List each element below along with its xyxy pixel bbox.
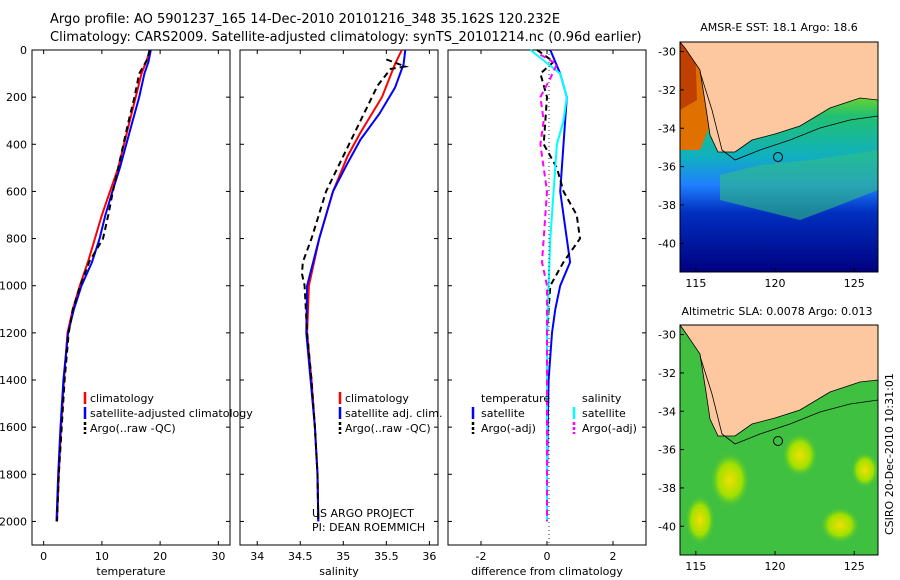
legend-label-satellite: satellite-adjusted climatology (90, 407, 253, 420)
map-y-tick-label: -40 (658, 237, 676, 250)
map-y-tick-label: -38 (658, 482, 676, 495)
y-tick-label: 1400 (0, 374, 27, 387)
sla-map-image (680, 325, 878, 555)
map-x-tick-label: 125 (844, 560, 865, 573)
map-y-tick-label: -34 (658, 405, 676, 418)
x-tick-label: 35.5 (374, 550, 399, 563)
y-tick-label: 1600 (0, 421, 27, 434)
temperature-panel-frame (31, 49, 231, 546)
map-y-tick-label: -36 (658, 161, 676, 174)
map-y-tick-label: -40 (658, 520, 676, 533)
legend-title-salinity: salinity (582, 392, 622, 405)
map-y-tick-label: -32 (658, 367, 676, 380)
legend-label-satellite: satellite adj. clim. (345, 407, 442, 420)
y-tick-label: 1000 (0, 280, 27, 293)
series-line-argo-raw-qc- (56, 49, 151, 522)
sla-map-title: Altimetric SLA: 0.0078 Argo: 0.013 (681, 305, 872, 318)
y-tick-label: 0 (20, 44, 27, 57)
figure-title-line1: Argo profile: AO 5901237_165 14-Dec-2010… (50, 12, 561, 27)
legend-label-sal-satellite: satellite (582, 407, 626, 420)
difference-legend: temperature satellite Argo(-adj) salinit… (471, 392, 637, 435)
map-x-tick-label: 120 (765, 277, 786, 290)
y-tick-label: 600 (6, 185, 27, 198)
series-line-climatology (306, 49, 403, 522)
salinity-panel-frame (239, 49, 439, 546)
x-tick-label: 0 (544, 550, 551, 563)
map-x-tick-label: 120 (765, 560, 786, 573)
legend-label-climatology: climatology (345, 392, 409, 405)
series-line-temperature-argo-adj- (536, 49, 582, 522)
legend-label-argo: Argo(..raw -QC) (345, 422, 431, 435)
x-tick-label: 34 (250, 550, 264, 563)
map-y-tick-label: -32 (658, 84, 676, 97)
legend-label-temp-argo: Argo(-adj) (481, 422, 536, 435)
project-annotation: US ARGO PROJECT (312, 507, 414, 520)
map-y-tick-label: -34 (658, 122, 676, 135)
series-line-satellite-adjusted-climatology (55, 49, 152, 522)
x-axis-label: temperature (96, 565, 165, 578)
map-y-tick-label: -30 (658, 46, 676, 59)
credit-label: CSIRO 20-Dec-2010 10:31:01 (883, 373, 896, 535)
sst-map-frame (679, 41, 879, 273)
map-y-tick-label: -38 (658, 199, 676, 212)
y-tick-label: 1800 (0, 468, 27, 481)
y-tick-label: 200 (6, 91, 27, 104)
series-line-temperature-satellite (546, 49, 572, 522)
map-x-tick-label: 125 (844, 277, 865, 290)
x-tick-label: 20 (153, 550, 167, 563)
x-tick-label: 10 (95, 550, 109, 563)
map-x-tick-label: 115 (685, 560, 706, 573)
legend-label-climatology: climatology (90, 392, 154, 405)
map-x-tick-label: 115 (685, 277, 706, 290)
map-y-tick-label: -36 (658, 444, 676, 457)
x-tick-label: 30 (211, 550, 225, 563)
x-tick-label: 0 (40, 550, 47, 563)
y-tick-label: 2000 (0, 515, 27, 528)
x-tick-label: 34.5 (288, 550, 313, 563)
figure-title-line2: Climatology: CARS2009. Satellite-adjuste… (50, 30, 642, 45)
x-axis-label: salinity (319, 565, 359, 578)
x-tick-label: 36 (422, 550, 436, 563)
x-tick-label: 35 (336, 550, 350, 563)
y-tick-label: 400 (6, 138, 27, 151)
x-axis-label: difference from climatology (471, 565, 623, 578)
salinity-legend: climatology satellite adj. clim. Argo(..… (312, 392, 442, 534)
legend-label-argo: Argo(..raw -QC) (90, 422, 176, 435)
y-tick-label: 1200 (0, 327, 27, 340)
pi-annotation: PI: DEAN ROEMMICH (312, 521, 425, 534)
series-line-salinity-satellite (529, 49, 568, 522)
series-line-salinity-argo-adj- (539, 53, 559, 522)
map-y-tick-label: -30 (658, 329, 676, 342)
legend-label-sal-argo: Argo(-adj) (582, 422, 637, 435)
legend-label-temp-satellite: satellite (481, 407, 525, 420)
y-tick-label: 800 (6, 233, 27, 246)
series-line-satellite-adj-clim- (305, 49, 407, 522)
x-tick-label: -2 (476, 550, 487, 563)
sst-map-title: AMSR-E SST: 18.1 Argo: 18.6 (700, 21, 858, 34)
x-tick-label: 2 (610, 550, 617, 563)
series-line-argo-raw-qc- (300, 58, 410, 522)
sst-map-image (680, 42, 878, 272)
temperature-legend: climatology satellite-adjusted climatolo… (83, 392, 253, 435)
series-line-climatology (56, 49, 152, 522)
legend-title-temperature: temperature (481, 392, 550, 405)
sla-map-frame (679, 324, 879, 556)
